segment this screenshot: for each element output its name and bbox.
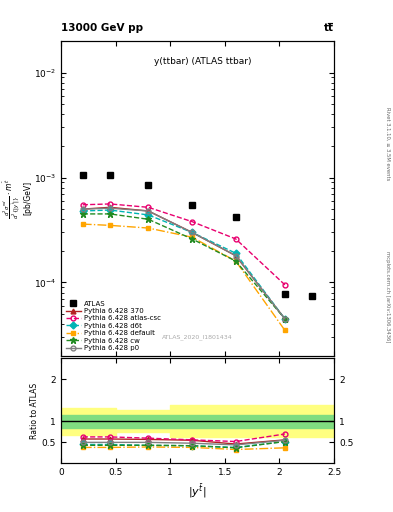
Pythia 6.428 cw	[108, 211, 112, 217]
Line: Pythia 6.428 cw: Pythia 6.428 cw	[79, 210, 288, 323]
Y-axis label: $\frac{d^2\sigma^{nd}}{d^2\{|y^{\bar{t}}|\}}\cdot m^{\bar{t}}$
[pb/GeV]: $\frac{d^2\sigma^{nd}}{d^2\{|y^{\bar{t}}…	[1, 178, 32, 219]
Line: Pythia 6.428 p0: Pythia 6.428 p0	[80, 206, 287, 322]
Line: Pythia 6.428 atlas-csc: Pythia 6.428 atlas-csc	[80, 202, 287, 287]
Pythia 6.428 p0	[233, 252, 238, 259]
ATLAS	[233, 214, 238, 220]
Line: ATLAS: ATLAS	[80, 173, 315, 298]
Pythia 6.428 d6t	[146, 212, 151, 218]
Pythia 6.428 default	[233, 258, 238, 264]
Pythia 6.428 default	[146, 225, 151, 231]
Pythia 6.428 atlas-csc	[81, 202, 85, 208]
X-axis label: $|y^{\bar{t}}|$: $|y^{\bar{t}}|$	[188, 483, 207, 501]
Text: Rivet 3.1.10, ≥ 3.5M events: Rivet 3.1.10, ≥ 3.5M events	[385, 106, 390, 180]
Pythia 6.428 cw	[233, 258, 238, 264]
Pythia 6.428 p0	[81, 206, 85, 212]
Line: Pythia 6.428 default: Pythia 6.428 default	[80, 222, 287, 333]
Pythia 6.428 atlas-csc	[108, 201, 112, 207]
Pythia 6.428 370	[233, 252, 238, 259]
Text: 13000 GeV pp: 13000 GeV pp	[61, 23, 143, 33]
Pythia 6.428 370	[81, 206, 85, 212]
Pythia 6.428 cw	[81, 211, 85, 217]
Pythia 6.428 p0	[190, 229, 195, 236]
ATLAS	[108, 172, 112, 178]
Pythia 6.428 p0	[108, 205, 112, 211]
Pythia 6.428 d6t	[81, 208, 85, 214]
Line: Pythia 6.428 370: Pythia 6.428 370	[80, 205, 287, 322]
Pythia 6.428 atlas-csc	[233, 236, 238, 242]
Pythia 6.428 cw	[283, 316, 287, 322]
Text: mcplots.cern.ch [arXiv:1306.3436]: mcplots.cern.ch [arXiv:1306.3436]	[385, 251, 390, 343]
Pythia 6.428 default	[81, 221, 85, 227]
Text: y(ttbar) (ATLAS ttbar): y(ttbar) (ATLAS ttbar)	[154, 57, 252, 66]
Pythia 6.428 p0	[146, 208, 151, 214]
Text: tt̅: tt̅	[324, 23, 334, 33]
Pythia 6.428 cw	[146, 216, 151, 222]
ATLAS	[190, 202, 195, 208]
Pythia 6.428 370	[190, 229, 195, 236]
Pythia 6.428 p0	[283, 316, 287, 322]
ATLAS	[146, 182, 151, 188]
Pythia 6.428 370	[146, 208, 151, 214]
Text: ATLAS_2020_I1801434: ATLAS_2020_I1801434	[162, 334, 233, 340]
Pythia 6.428 atlas-csc	[190, 219, 195, 225]
Pythia 6.428 d6t	[190, 229, 195, 236]
Line: Pythia 6.428 d6t: Pythia 6.428 d6t	[80, 207, 287, 322]
Pythia 6.428 d6t	[233, 250, 238, 257]
Pythia 6.428 default	[108, 222, 112, 228]
ATLAS	[283, 291, 287, 297]
Pythia 6.428 atlas-csc	[283, 282, 287, 288]
Pythia 6.428 atlas-csc	[146, 204, 151, 210]
Legend: ATLAS, Pythia 6.428 370, Pythia 6.428 atlas-csc, Pythia 6.428 d6t, Pythia 6.428 : ATLAS, Pythia 6.428 370, Pythia 6.428 at…	[64, 299, 162, 352]
Pythia 6.428 d6t	[108, 207, 112, 213]
Pythia 6.428 370	[283, 316, 287, 322]
Pythia 6.428 default	[190, 234, 195, 240]
Pythia 6.428 default	[283, 327, 287, 333]
Pythia 6.428 370	[108, 204, 112, 210]
ATLAS	[310, 292, 314, 298]
Pythia 6.428 cw	[190, 236, 195, 242]
Pythia 6.428 d6t	[283, 316, 287, 322]
ATLAS	[81, 172, 85, 178]
Y-axis label: Ratio to ATLAS: Ratio to ATLAS	[30, 383, 39, 439]
